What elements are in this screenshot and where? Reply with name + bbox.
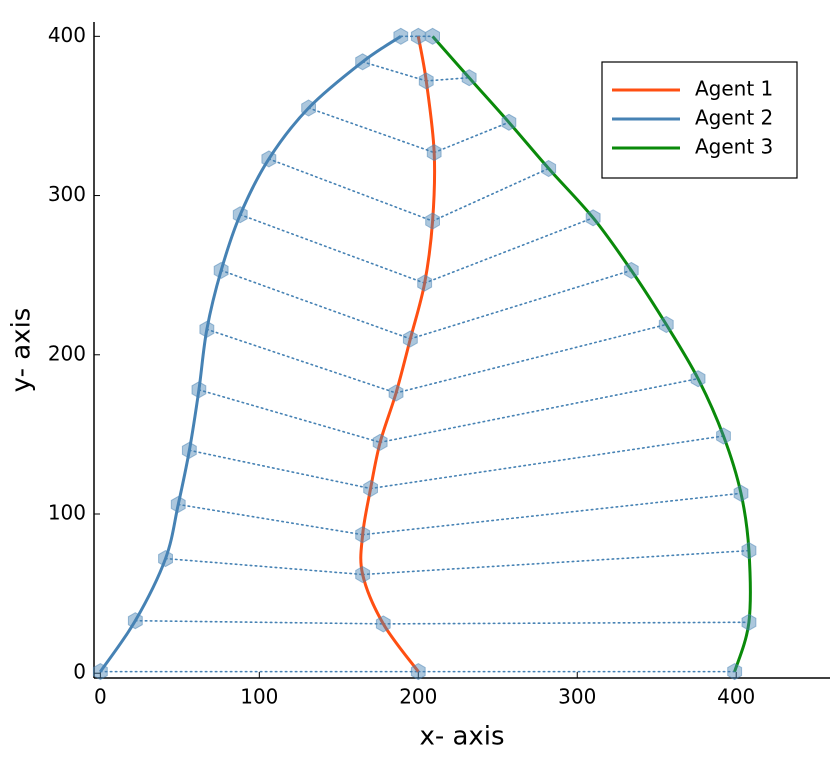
marker <box>92 663 108 681</box>
y-tick-label: 300 <box>48 182 86 206</box>
x-tick-label: 400 <box>717 685 755 709</box>
marker <box>372 433 388 451</box>
marker <box>355 526 371 544</box>
connector <box>164 557 364 576</box>
marker <box>741 542 757 560</box>
connector <box>382 621 750 625</box>
marker <box>417 274 433 292</box>
marker <box>355 565 371 584</box>
marker <box>191 381 207 399</box>
connector <box>395 323 668 394</box>
marker <box>301 99 316 117</box>
marker <box>170 495 186 513</box>
marker <box>213 261 229 279</box>
series-line <box>99 35 402 673</box>
marker <box>158 550 173 568</box>
marker <box>232 206 248 224</box>
marker <box>410 663 426 681</box>
connector <box>239 213 426 284</box>
legend-label: Agent 1 <box>695 77 773 101</box>
connector <box>198 389 381 444</box>
marker <box>261 150 277 168</box>
connector <box>361 61 428 82</box>
marker <box>727 663 743 681</box>
connector <box>307 107 435 154</box>
connector <box>188 449 372 490</box>
marker <box>733 484 749 502</box>
marker <box>658 315 674 334</box>
x-tick-label: 0 <box>94 685 107 709</box>
marker <box>585 209 601 227</box>
connector <box>177 503 364 536</box>
marker <box>418 72 434 90</box>
marker <box>127 612 143 630</box>
connector <box>423 217 594 284</box>
y-tick-label: 400 <box>48 23 86 47</box>
marker <box>425 212 440 230</box>
marker <box>426 144 442 162</box>
connector <box>433 121 510 154</box>
connector <box>206 328 397 394</box>
marker <box>363 479 378 498</box>
connector <box>431 167 550 222</box>
marker <box>741 613 757 631</box>
series-line <box>359 36 437 673</box>
marker <box>388 384 404 402</box>
marker <box>181 441 197 459</box>
marker <box>402 330 418 348</box>
x-axis-title: x- axis <box>419 722 504 752</box>
connector <box>409 269 633 340</box>
connector <box>220 269 412 340</box>
x-tick-label: 100 <box>240 685 278 709</box>
legend-label: Agent 2 <box>695 106 773 130</box>
connector <box>379 377 699 444</box>
marker <box>393 27 409 45</box>
connector <box>361 492 742 536</box>
y-tick-label: 0 <box>73 660 86 684</box>
connector <box>134 619 385 625</box>
marker <box>461 69 477 87</box>
marker <box>501 113 517 131</box>
connector <box>361 549 750 576</box>
marker <box>425 27 440 45</box>
marker <box>410 27 426 45</box>
marker <box>716 427 731 445</box>
series-line <box>431 35 752 673</box>
y-axis-title: y- axis <box>7 308 37 393</box>
connector <box>369 435 725 490</box>
x-tick-label: 200 <box>399 685 437 709</box>
y-tick-label: 200 <box>48 341 86 365</box>
x-tick-label: 300 <box>558 685 596 709</box>
marker <box>623 261 639 279</box>
marker <box>375 615 391 633</box>
connector <box>268 158 434 222</box>
y-tick-label: 100 <box>48 501 86 525</box>
marker <box>541 159 557 178</box>
marker <box>690 370 706 388</box>
legend-label: Agent 3 <box>695 135 773 159</box>
marker <box>355 53 371 71</box>
marker <box>199 320 215 338</box>
